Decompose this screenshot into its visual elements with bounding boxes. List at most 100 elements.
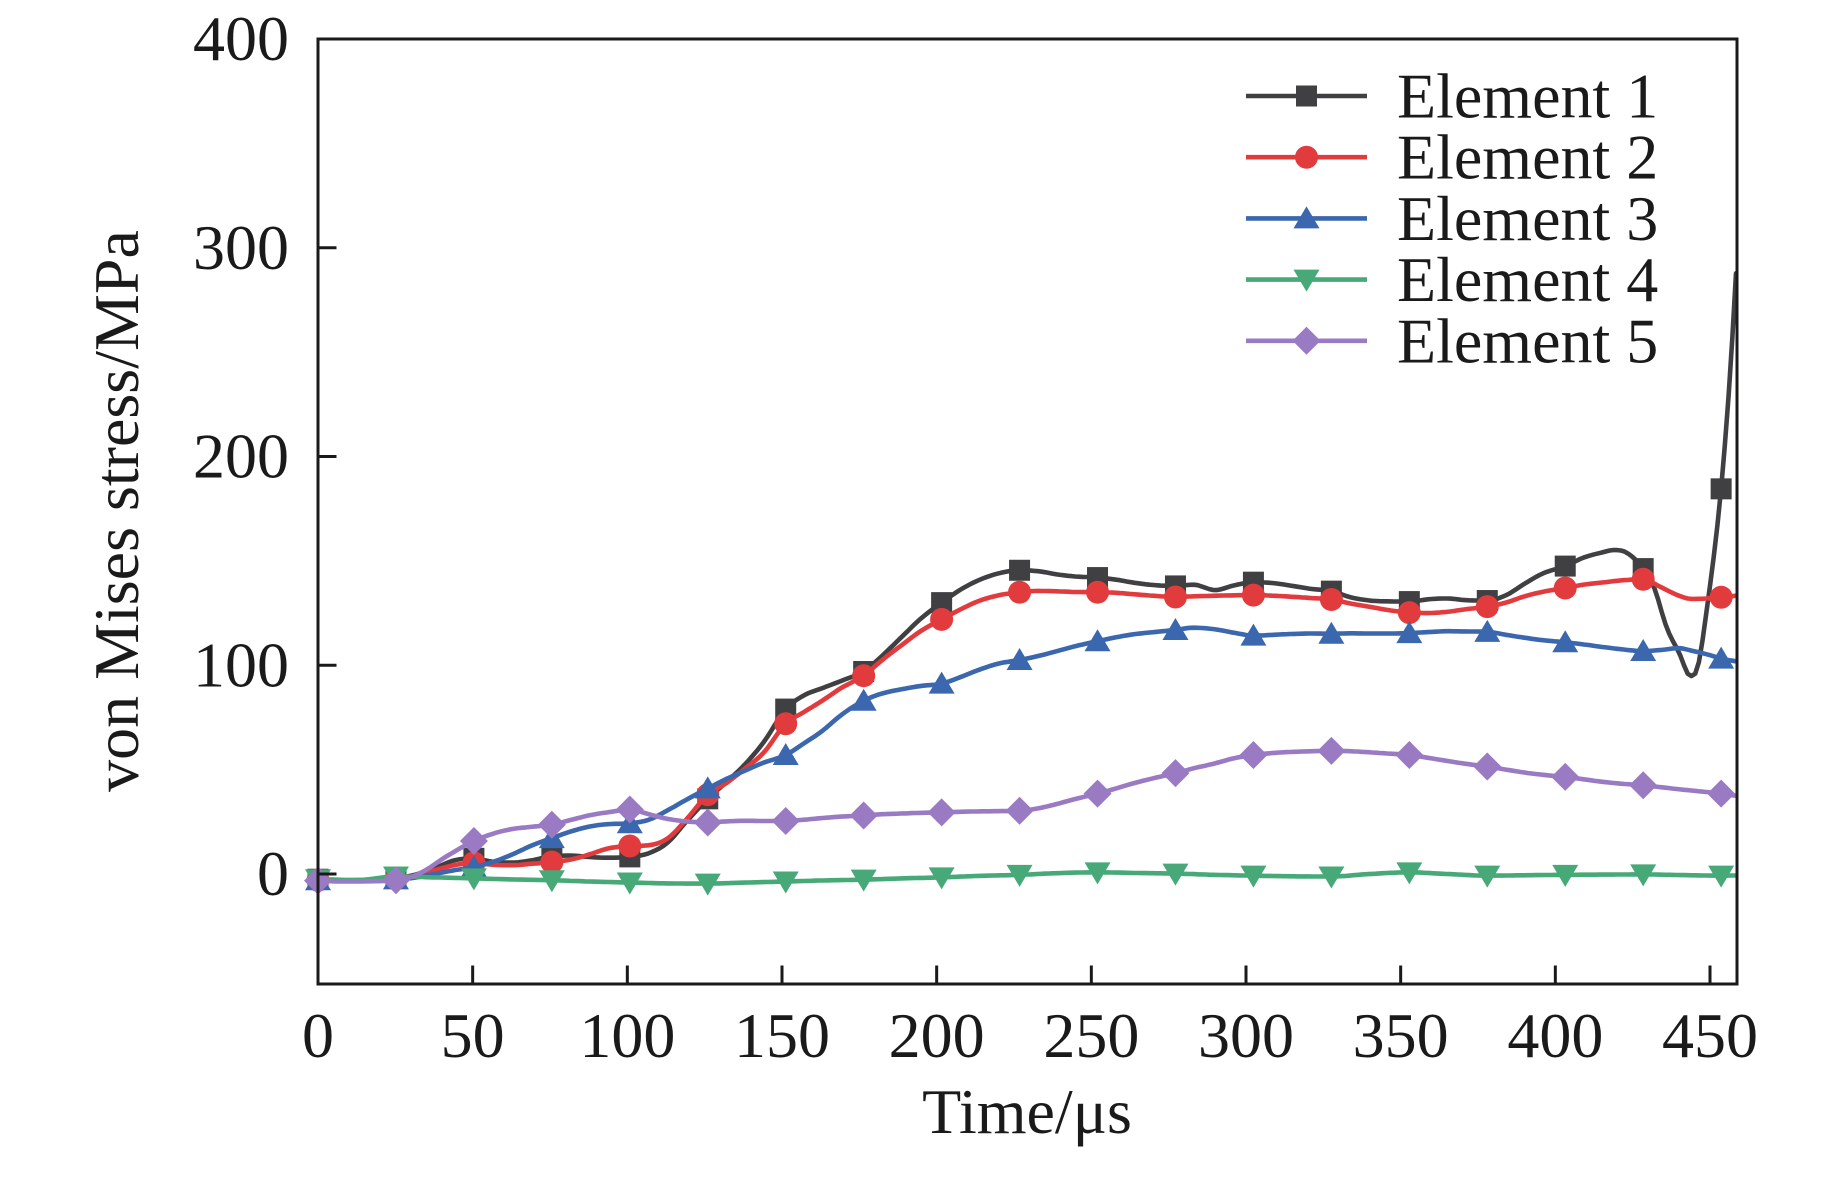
x-axis-tick-label: 50: [441, 1000, 505, 1071]
series-marker-5: [771, 806, 800, 835]
series-marker-2: [1475, 595, 1499, 619]
legend-marker-circle: [1295, 145, 1318, 169]
series-marker-3: [1006, 648, 1033, 671]
x-axis-tick-label: 0: [302, 1000, 334, 1071]
series-marker-5: [1083, 779, 1112, 808]
series-marker-4: [1474, 865, 1501, 888]
series-marker-3: [694, 776, 721, 799]
x-axis-tick-label: 100: [579, 1000, 675, 1071]
series-line-2: [315, 576, 1739, 883]
series-marker-2: [1008, 580, 1032, 604]
legend-label: Element 3: [1397, 183, 1658, 254]
legend-item-element-5: Element 5: [1246, 305, 1658, 376]
series-marker-3: [1474, 619, 1501, 642]
series-marker-5: [381, 866, 410, 895]
legend-item-element-2: Element 2: [1246, 122, 1658, 193]
legend-item-element-4: Element 4: [1246, 244, 1658, 315]
series-marker-3: [1240, 623, 1267, 646]
series-marker-5: [537, 810, 566, 839]
series-marker-3: [1162, 617, 1189, 640]
series-marker-4: [1630, 864, 1657, 887]
series-marker-5: [1707, 779, 1736, 808]
plot-box: [316, 37, 1739, 986]
x-axis-tick-label: 300: [1198, 1000, 1294, 1071]
series-marker-3: [1318, 621, 1345, 644]
series-marker-4: [1162, 863, 1189, 886]
series-marker-2: [1319, 587, 1343, 611]
series-marker-5: [1629, 771, 1658, 800]
series-layer: [304, 271, 1739, 896]
y-axis-tick-label: 300: [193, 212, 289, 283]
series-marker-4: [460, 868, 487, 891]
series-marker-3: [928, 671, 955, 694]
series-marker-3: [850, 688, 877, 711]
series-marker-5: [1473, 752, 1502, 781]
y-axis-tick-label: 0: [257, 838, 289, 909]
legend-label: Element 2: [1397, 122, 1658, 193]
series-marker-4: [928, 867, 955, 890]
series-marker-4: [1318, 866, 1345, 889]
y-axis-tick-label: 100: [193, 629, 289, 700]
series-marker-5: [927, 798, 956, 827]
series-marker-3: [1552, 630, 1579, 653]
series-marker-5: [693, 808, 722, 837]
series-marker-2: [1241, 583, 1265, 607]
series-marker-4: [1396, 862, 1423, 885]
series-marker-2: [1397, 601, 1421, 625]
series-marker-5: [849, 801, 878, 830]
legend-marker-triangle-down: [1293, 269, 1320, 292]
legend-item-element-3: Element 3: [1246, 183, 1658, 254]
series-marker-3: [1084, 629, 1111, 652]
x-axis-tick-label: 200: [889, 1000, 985, 1071]
x-axis-tick-label: 150: [734, 1000, 830, 1071]
legend-label: Element 5: [1397, 305, 1658, 376]
x-axis-tick-label: 450: [1662, 1000, 1758, 1071]
series-marker-4: [616, 872, 643, 895]
x-axis-tick-label: 350: [1353, 1000, 1449, 1071]
series-marker-3: [772, 743, 799, 766]
series-marker-3: [1708, 646, 1735, 669]
series-marker-5: [615, 795, 644, 824]
series-marker-2: [774, 712, 798, 736]
series-element-3: [305, 617, 1739, 891]
series-marker-2: [1163, 585, 1187, 609]
legend-item-element-1: Element 1: [1246, 61, 1658, 132]
series-marker-4: [850, 869, 877, 892]
series-marker-4: [694, 873, 721, 896]
series-marker-2: [1553, 576, 1577, 600]
series-element-2: [306, 567, 1739, 892]
legend-marker-triangle-up: [1293, 206, 1320, 229]
series-marker-3: [1396, 621, 1423, 644]
series-marker-4: [1006, 864, 1033, 887]
series-marker-4: [538, 870, 565, 893]
series-marker-4: [1084, 862, 1111, 885]
series-marker-5: [1239, 741, 1268, 770]
series-marker-5: [1551, 762, 1580, 791]
axes-layer: 0 50 100 150 200 250 300 350 400 450 0 100 200 300 400: [193, 3, 1758, 1071]
legend-marker-diamond: [1292, 326, 1321, 355]
series-marker-2: [1086, 580, 1110, 604]
series-marker-1: [931, 592, 953, 614]
series-marker-1: [1554, 555, 1576, 577]
series-element-5: [304, 736, 1739, 895]
legend-label: Element 1: [1397, 61, 1658, 132]
series-marker-1: [1009, 559, 1031, 581]
series-marker-2: [618, 834, 642, 858]
x-axis-tick-label: 250: [1043, 1000, 1139, 1071]
x-axis-tick-label: 400: [1507, 1000, 1603, 1071]
series-marker-5: [459, 827, 488, 856]
series-marker-5: [1161, 759, 1190, 788]
series-element-4: [305, 862, 1739, 896]
series-marker-2: [1709, 585, 1733, 609]
legend-label: Element 4: [1397, 244, 1658, 315]
series-marker-4: [1240, 865, 1267, 888]
series-marker-4: [772, 871, 799, 894]
y-axis-tick-label: 400: [193, 3, 289, 74]
series-marker-5: [1395, 741, 1424, 770]
x-axis-title: Time/μs: [922, 1076, 1132, 1147]
series-marker-5: [1005, 796, 1034, 825]
y-axis-title: von Mises stress/MPa: [81, 230, 152, 792]
